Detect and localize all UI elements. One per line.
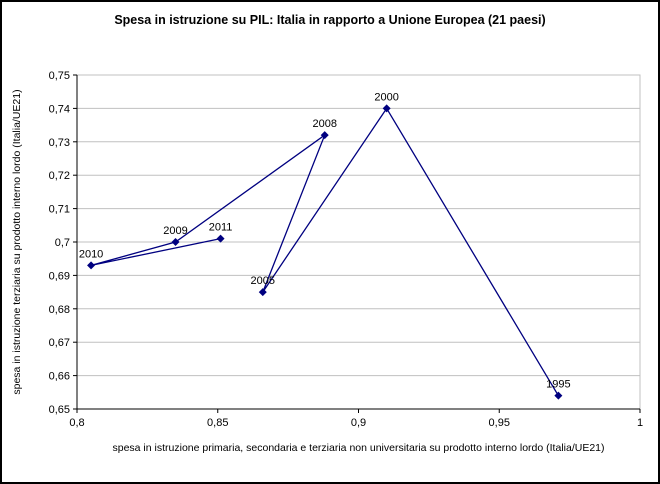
data-point-label: 2005: [251, 275, 275, 287]
y-tick-label: 0,74: [49, 103, 70, 115]
x-tick-label: 0,95: [489, 417, 510, 429]
x-tick-label: 1: [637, 417, 643, 429]
x-axis-title: spesa in istruzione primaria, secondaria…: [112, 442, 605, 454]
x-tick-label: 0,9: [351, 417, 366, 429]
y-tick-label: 0,75: [49, 70, 70, 82]
data-point-marker: [87, 261, 96, 270]
data-point-label: 2011: [209, 222, 233, 234]
y-tick-label: 0,66: [49, 371, 70, 383]
data-point-marker: [320, 131, 329, 140]
y-tick-label: 0,7: [55, 237, 70, 249]
y-tick-label: 0,73: [49, 137, 70, 149]
data-point-marker: [554, 391, 563, 400]
chart-title: Spesa in istruzione su PIL: Italia in ra…: [114, 13, 546, 27]
data-point-label: 2009: [163, 225, 187, 237]
data-point-label: 2010: [79, 248, 103, 260]
y-tick-label: 0,69: [49, 270, 70, 282]
data-point-label: 2008: [312, 118, 336, 130]
y-tick-label: 0,65: [49, 404, 70, 416]
data-point-marker: [382, 104, 391, 113]
data-point-label: 2000: [374, 91, 398, 103]
y-tick-label: 0,68: [49, 304, 70, 316]
y-tick-label: 0,72: [49, 170, 70, 182]
data-point-label: 1995: [546, 379, 570, 391]
data-point-marker: [216, 234, 225, 243]
x-tick-label: 0,8: [69, 417, 84, 429]
x-tick-label: 0,85: [207, 417, 228, 429]
data-point-marker: [258, 288, 267, 297]
y-tick-label: 0,71: [49, 204, 70, 216]
y-tick-label: 0,67: [49, 337, 70, 349]
data-point-marker: [171, 238, 180, 246]
